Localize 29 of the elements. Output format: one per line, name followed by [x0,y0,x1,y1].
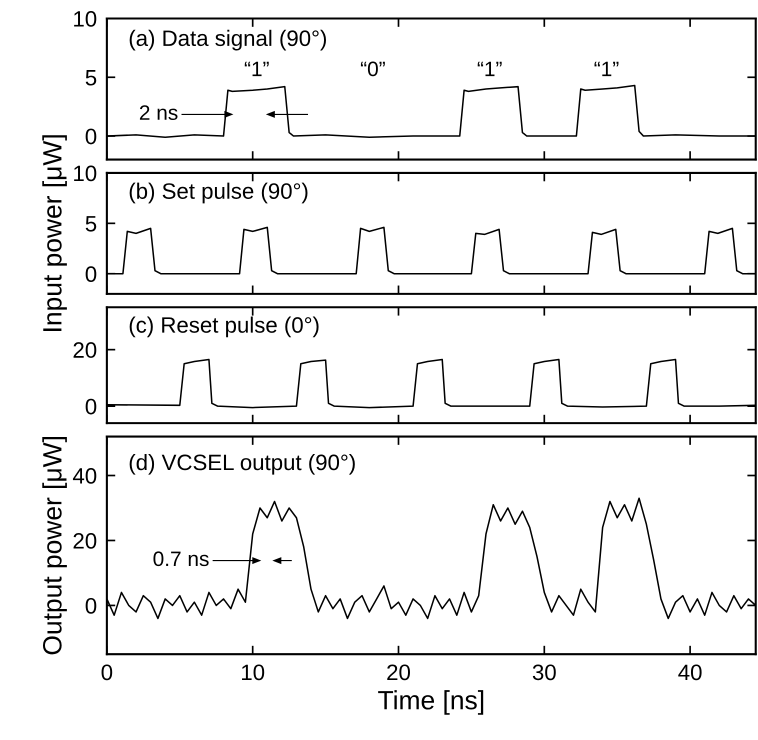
annotation: “1” [478,62,502,76]
x-tick-label: 20 [387,664,410,680]
chart-title: (b) Set pulse (90°) [130,182,308,204]
y-tick-label: 10 [74,165,96,182]
y-tick-label: 5 [86,216,96,232]
y-tick-label: 0 [86,598,96,614]
annotation: “0” [360,62,385,76]
chart-title: (c) Reset pulse (0°) [130,316,319,338]
y-tick-label: 5 [86,70,96,86]
y-tick-label: 40 [72,468,96,484]
y-tick-label: 20 [74,342,96,358]
text: (d) VCSEL output (90°) [130,454,355,475]
y-axis-title: Input power [μW] [42,135,67,331]
y-axis-title: Output power [μW] [42,436,67,654]
x-tick-label: 30 [532,664,556,680]
x-tick-label: 40 [678,664,702,680]
y-tick-label: 10 [74,11,96,27]
x-tick-label: 10 [242,664,264,680]
y-tick-label: 0 [86,266,96,282]
annotation: 2 ns [140,105,178,120]
annotation: 0.7 ns [153,551,209,566]
y-tick-label: 20 [74,533,96,549]
annotation: “1” [244,62,269,76]
annotation: “1” [594,62,618,76]
x-axis-title: Time [ns] [378,690,484,715]
x-tick-label: 0 [102,664,112,680]
y-tick-label: 0 [86,398,96,414]
chart-title: (a) Data signal (90°) [130,30,326,50]
y-tick-label: 0 [86,128,96,144]
